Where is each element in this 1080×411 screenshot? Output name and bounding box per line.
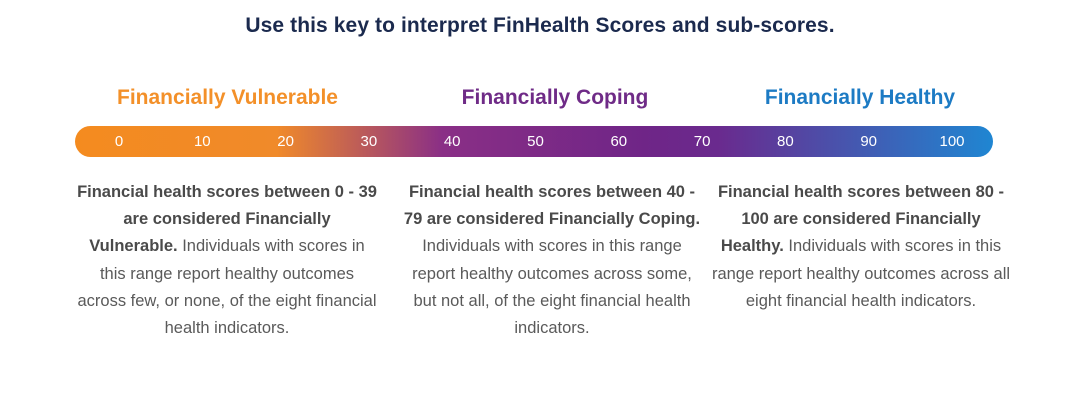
scale-tick-label: 40 [443,133,461,150]
scale-tick-label: 60 [610,133,628,150]
description-bold: Financial health scores between 0 - 39 a… [77,183,377,256]
category-description-coping: Financial health scores between 40 - 79 … [402,179,702,342]
score-gradient [75,126,993,157]
scale-tick-label: 50 [527,133,544,150]
scale-tick-label: 30 [360,133,378,150]
category-title-healthy: Financially Healthy [764,86,956,109]
scale-tick-label: 90 [860,133,878,150]
description-text: Individuals with scores in this range re… [711,237,1011,310]
description-text: Individuals with scores in this range re… [77,237,377,338]
score-scale-bar [75,126,993,157]
scale-tick-label: 20 [277,133,294,150]
scale-tick-label: 0 [114,133,124,150]
description-bold: Financial health scores between 80 - 100… [717,183,1005,256]
scale-tick-label: 70 [693,133,711,150]
category-title-coping: Financially Coping [461,86,649,109]
description-bold: Financial health scores between 40 - 79 … [403,183,701,229]
page-title: Use this key to interpret FinHealth Scor… [245,14,835,37]
scale-tick-label: 10 [193,133,211,150]
category-description-healthy: Financial health scores between 80 - 100… [711,179,1011,315]
scale-tick-label: 80 [777,133,794,150]
category-title-vulnerable: Financially Vulnerable [117,86,338,109]
description-text: Individuals with scores in this range re… [412,237,692,338]
category-description-vulnerable: Financial health scores between 0 - 39 a… [77,179,377,342]
scale-tick-label: 100 [939,133,965,150]
